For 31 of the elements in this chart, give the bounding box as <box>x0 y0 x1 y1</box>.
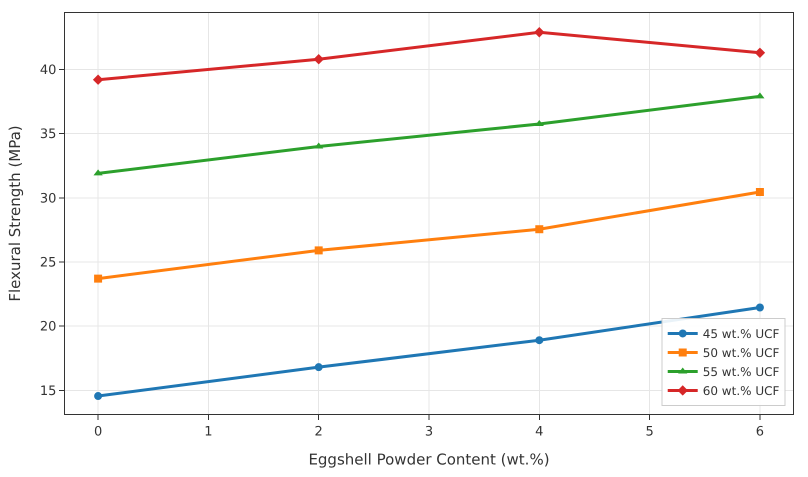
point <box>534 27 544 38</box>
y-axis-title: Flexural Strength (MPa) <box>6 125 24 302</box>
legend-label: 45 wt.% UCF <box>702 327 780 342</box>
x-tick-label: 5 <box>645 424 654 440</box>
point <box>535 336 544 344</box>
point <box>94 274 102 283</box>
x-tick-label: 1 <box>204 424 213 440</box>
x-tick-label: 3 <box>424 424 434 440</box>
point <box>756 188 764 196</box>
point <box>92 74 104 85</box>
y-tick-label: 25 <box>40 255 56 270</box>
point <box>535 225 544 234</box>
y-tick-label: 15 <box>40 384 56 399</box>
legend-label: 55 wt.% UCF <box>702 365 780 380</box>
x-tick-label: 6 <box>756 424 764 440</box>
point <box>314 363 323 372</box>
y-tick-label: 30 <box>40 191 56 206</box>
point <box>314 246 323 254</box>
point <box>756 303 764 312</box>
point <box>754 48 766 58</box>
point <box>314 54 324 64</box>
point <box>94 392 102 400</box>
x-tick-label: 0 <box>94 424 102 440</box>
x-axis-title: Eggshell Powder Content (wt.%) <box>308 450 550 469</box>
y-tick-label: 20 <box>40 320 56 335</box>
legend-label: 50 wt.% UCF <box>702 346 780 360</box>
y-tick-label: 35 <box>40 127 56 142</box>
legend-label: 60 wt.% UCF <box>702 384 780 398</box>
y-tick-label: 40 <box>40 63 56 78</box>
x-tick-label: 2 <box>314 424 323 440</box>
x-tick-label: 4 <box>535 424 544 440</box>
